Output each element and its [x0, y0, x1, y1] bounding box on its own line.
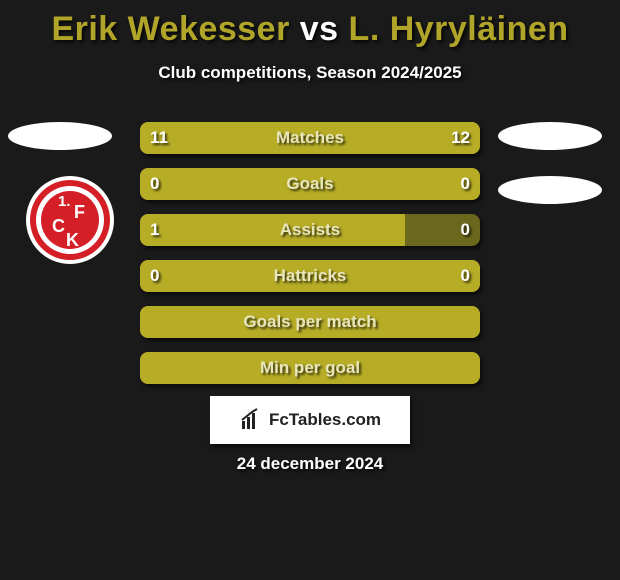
stat-row: Hattricks0 0 — [140, 260, 480, 292]
svg-text:C: C — [52, 216, 65, 236]
stat-value-right: 0 — [451, 260, 480, 292]
stat-label: Goals — [140, 168, 480, 200]
stat-label: Min per goal — [140, 352, 480, 384]
attribution-badge: FcTables.com — [210, 396, 410, 444]
card-title: Erik Wekesser vs L. Hyryläinen — [0, 0, 620, 49]
left-photo-placeholder — [8, 122, 112, 150]
player1-name: Erik Wekesser — [51, 10, 289, 48]
card-subtitle: Club competitions, Season 2024/2025 — [0, 63, 620, 83]
stat-label: Hattricks — [140, 260, 480, 292]
stat-value-left: 0 — [140, 168, 169, 200]
stat-row: Min per goal — [140, 352, 480, 384]
stat-value-left: 0 — [140, 260, 169, 292]
attribution-text: FcTables.com — [269, 410, 381, 430]
right-photo-placeholder-1 — [498, 122, 602, 150]
stats-bars: Matches1112Goals00Assists10Hattricks00Go… — [140, 122, 480, 398]
stat-value-left: 1 — [140, 214, 169, 246]
svg-text:F: F — [74, 202, 85, 222]
stat-row: Assists1 0 — [140, 214, 480, 246]
chart-icon — [239, 408, 263, 432]
svg-text:1.: 1. — [58, 193, 71, 210]
stat-row: Matches11 12 — [140, 122, 480, 154]
stat-value-right: 0 — [451, 214, 480, 246]
stat-value-right: 0 — [451, 168, 480, 200]
comparison-card: Erik Wekesser vs L. Hyryläinen Club comp… — [0, 0, 620, 580]
stat-label: Matches — [140, 122, 480, 154]
right-photo-placeholder-2 — [498, 176, 602, 204]
stat-label: Assists — [140, 214, 480, 246]
stat-row: Goals0 0 — [140, 168, 480, 200]
player2-name: L. Hyryläinen — [349, 10, 569, 48]
generation-date: 24 december 2024 — [0, 454, 620, 474]
fck-logo-icon: 1. F C K — [26, 176, 114, 264]
club-badge-left: 1. F C K — [26, 176, 114, 264]
stat-row: Goals per match — [140, 306, 480, 338]
stat-value-right: 12 — [441, 122, 480, 154]
svg-text:K: K — [66, 230, 79, 250]
vs-separator: vs — [300, 10, 339, 48]
stat-label: Goals per match — [140, 306, 480, 338]
stat-value-left: 11 — [140, 122, 178, 154]
